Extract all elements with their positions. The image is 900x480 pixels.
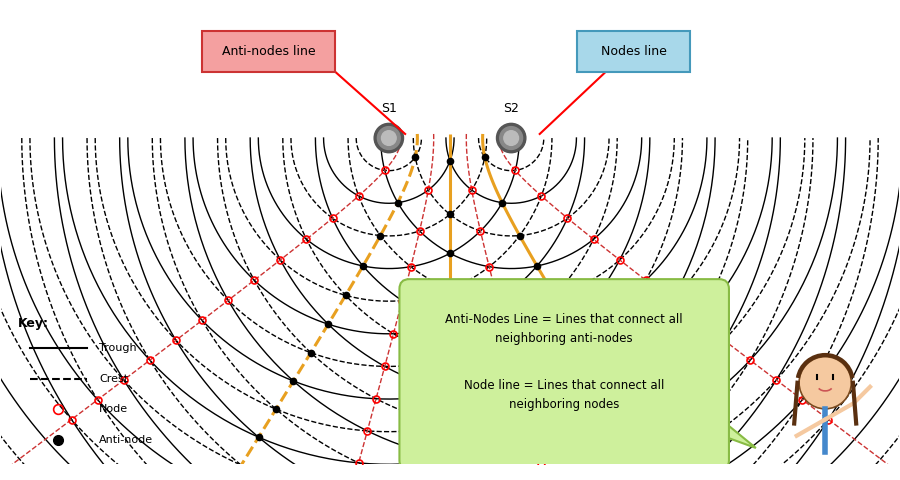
Text: Key:: Key: [18, 317, 49, 331]
FancyBboxPatch shape [577, 31, 689, 72]
Circle shape [504, 131, 518, 145]
Circle shape [799, 357, 851, 409]
Text: Trough: Trough [99, 344, 137, 353]
FancyBboxPatch shape [202, 31, 335, 72]
FancyBboxPatch shape [400, 279, 729, 470]
Circle shape [497, 123, 526, 153]
Text: Anti-Nodes Line = Lines that connect all
neighboring anti-nodes: Anti-Nodes Line = Lines that connect all… [446, 313, 683, 346]
Text: Node line = Lines that connect all
neighboring nodes: Node line = Lines that connect all neigh… [464, 379, 664, 411]
Text: Nodes line: Nodes line [600, 45, 667, 58]
Text: Node: Node [99, 404, 129, 414]
Text: S2: S2 [503, 102, 519, 115]
Polygon shape [711, 411, 756, 448]
Text: S1: S1 [381, 102, 397, 115]
Text: Anti-nodes line: Anti-nodes line [221, 45, 315, 58]
Text: Crest: Crest [99, 373, 129, 384]
Circle shape [377, 127, 400, 149]
Circle shape [500, 127, 523, 149]
Circle shape [382, 131, 396, 145]
Circle shape [374, 123, 403, 153]
Text: Anti-node: Anti-node [99, 435, 153, 445]
